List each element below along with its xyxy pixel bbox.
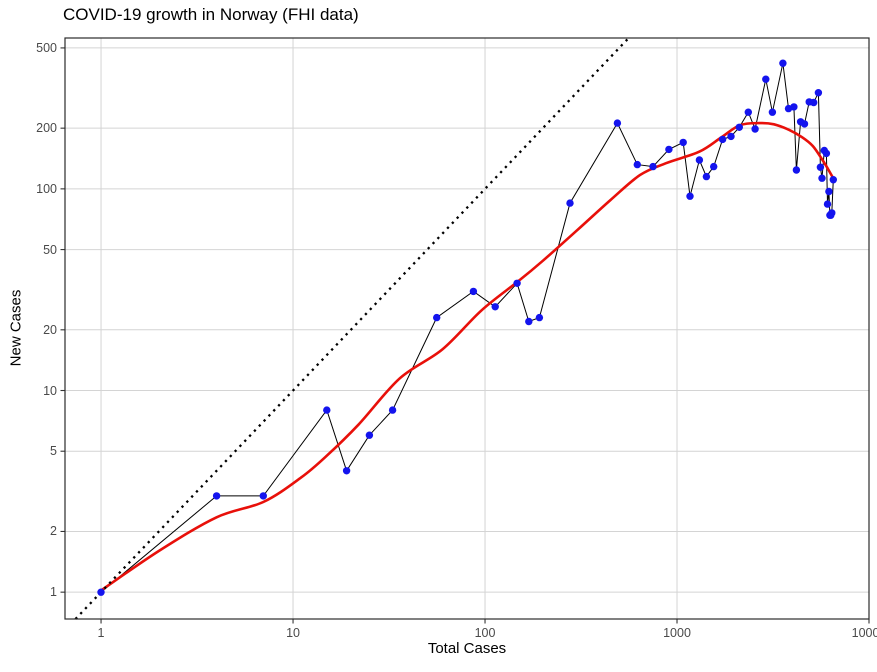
- data-point: [800, 120, 809, 128]
- data-point: [665, 145, 673, 154]
- reference-line-y-equals-x: [74, 37, 630, 620]
- y-tick-label: 100: [36, 181, 57, 196]
- data-point: [792, 166, 801, 174]
- data-point: [695, 156, 704, 164]
- data-point: [818, 174, 826, 182]
- data-point: [814, 89, 823, 97]
- data-point: [735, 123, 743, 131]
- y-tick-label: 5: [50, 444, 57, 459]
- panel-border: [64, 37, 870, 620]
- data-point: [469, 287, 478, 296]
- data-point: [825, 187, 833, 196]
- x-tick-label: 100: [474, 626, 496, 640]
- x-axis-title: Total Cases: [427, 640, 507, 657]
- data-point: [566, 199, 574, 207]
- data-point: [525, 317, 533, 326]
- data-point: [633, 160, 641, 169]
- y-tick-label: 2: [50, 524, 57, 539]
- data-point: [822, 149, 831, 158]
- data-point: [779, 59, 787, 67]
- data-point: [790, 103, 798, 111]
- y-tick-label: 500: [36, 40, 57, 55]
- data-point: [649, 162, 657, 171]
- data-point: [710, 162, 718, 171]
- data-point: [342, 467, 351, 475]
- data-point: [491, 303, 499, 311]
- x-tick-label: 1000: [663, 626, 691, 640]
- y-tick-label: 50: [43, 242, 57, 257]
- data-point: [718, 135, 727, 144]
- data-point: [535, 313, 544, 322]
- chart-title: COVID-19 growth in Norway (FHI data): [63, 5, 359, 24]
- data-point: [323, 406, 331, 414]
- data-point: [259, 492, 267, 500]
- data-point: [433, 313, 441, 322]
- data-point: [679, 138, 687, 147]
- y-tick-label: 1: [50, 585, 57, 600]
- y-tick-label: 20: [43, 322, 57, 337]
- data-point: [768, 108, 777, 116]
- data-point: [744, 108, 752, 116]
- x-tick-label: 10: [286, 626, 300, 640]
- data-point: [613, 119, 622, 127]
- data-point: [212, 492, 221, 500]
- data-point: [686, 192, 694, 200]
- data-point: [365, 431, 374, 439]
- data-point: [823, 200, 832, 208]
- data-point: [702, 172, 711, 181]
- data-point: [829, 176, 837, 184]
- y-axis-title: New Cases: [7, 289, 25, 367]
- loess-smooth-curve: [99, 121, 835, 592]
- y-tick-label: 200: [36, 121, 57, 136]
- x-tick-label: 10000: [851, 626, 877, 640]
- data-point: [97, 588, 105, 596]
- data-point: [513, 279, 521, 287]
- data-point: [727, 132, 735, 141]
- data-point: [388, 406, 397, 414]
- y-tick-label: 10: [43, 383, 57, 398]
- data-point: [816, 163, 825, 171]
- data-point: [810, 98, 818, 107]
- data-point: [828, 209, 836, 217]
- data-point: [751, 125, 759, 133]
- data-point: [762, 75, 770, 83]
- x-tick-label: 1: [97, 626, 105, 640]
